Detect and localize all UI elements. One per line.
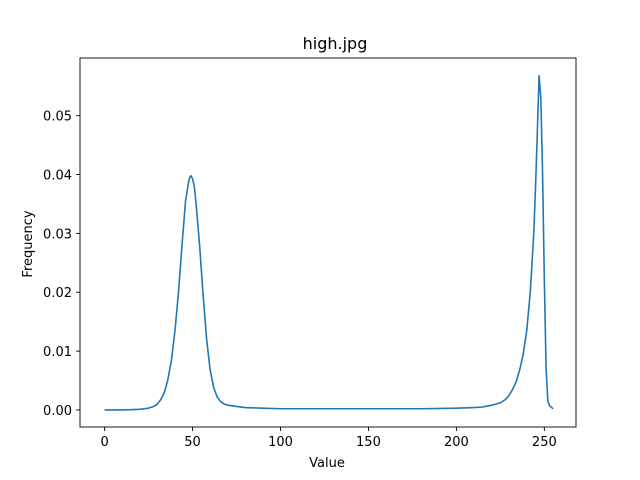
- y-tick-label-1: 0.01: [43, 345, 72, 360]
- x-tick-label-100: 100: [268, 435, 293, 450]
- x-axis-label: Value: [309, 456, 345, 471]
- chart-title: high.jpg: [303, 34, 368, 53]
- y-tick-label-0: 0.00: [43, 404, 72, 419]
- y-tick-label-3: 0.03: [43, 227, 72, 242]
- series-line-0: [104, 74, 554, 411]
- plot-frame: [79, 57, 577, 428]
- y-tick-label-4: 0.04: [43, 169, 72, 184]
- y-axis-label: Frequency: [21, 210, 36, 277]
- plot-area: 0 50 100 150 200 250 0.00 0.01 0.02 0.03 0.04 0.05: [43, 57, 577, 450]
- x-tick-label-150: 150: [356, 435, 381, 450]
- y-tick-label-5: 0.05: [43, 110, 72, 125]
- x-tick-label-200: 200: [444, 435, 469, 450]
- y-tick-label-2: 0.02: [43, 286, 72, 301]
- x-tick-label-0: 0: [100, 435, 108, 450]
- x-tick-label-50: 50: [184, 435, 201, 450]
- x-tick-label-250: 250: [532, 435, 557, 450]
